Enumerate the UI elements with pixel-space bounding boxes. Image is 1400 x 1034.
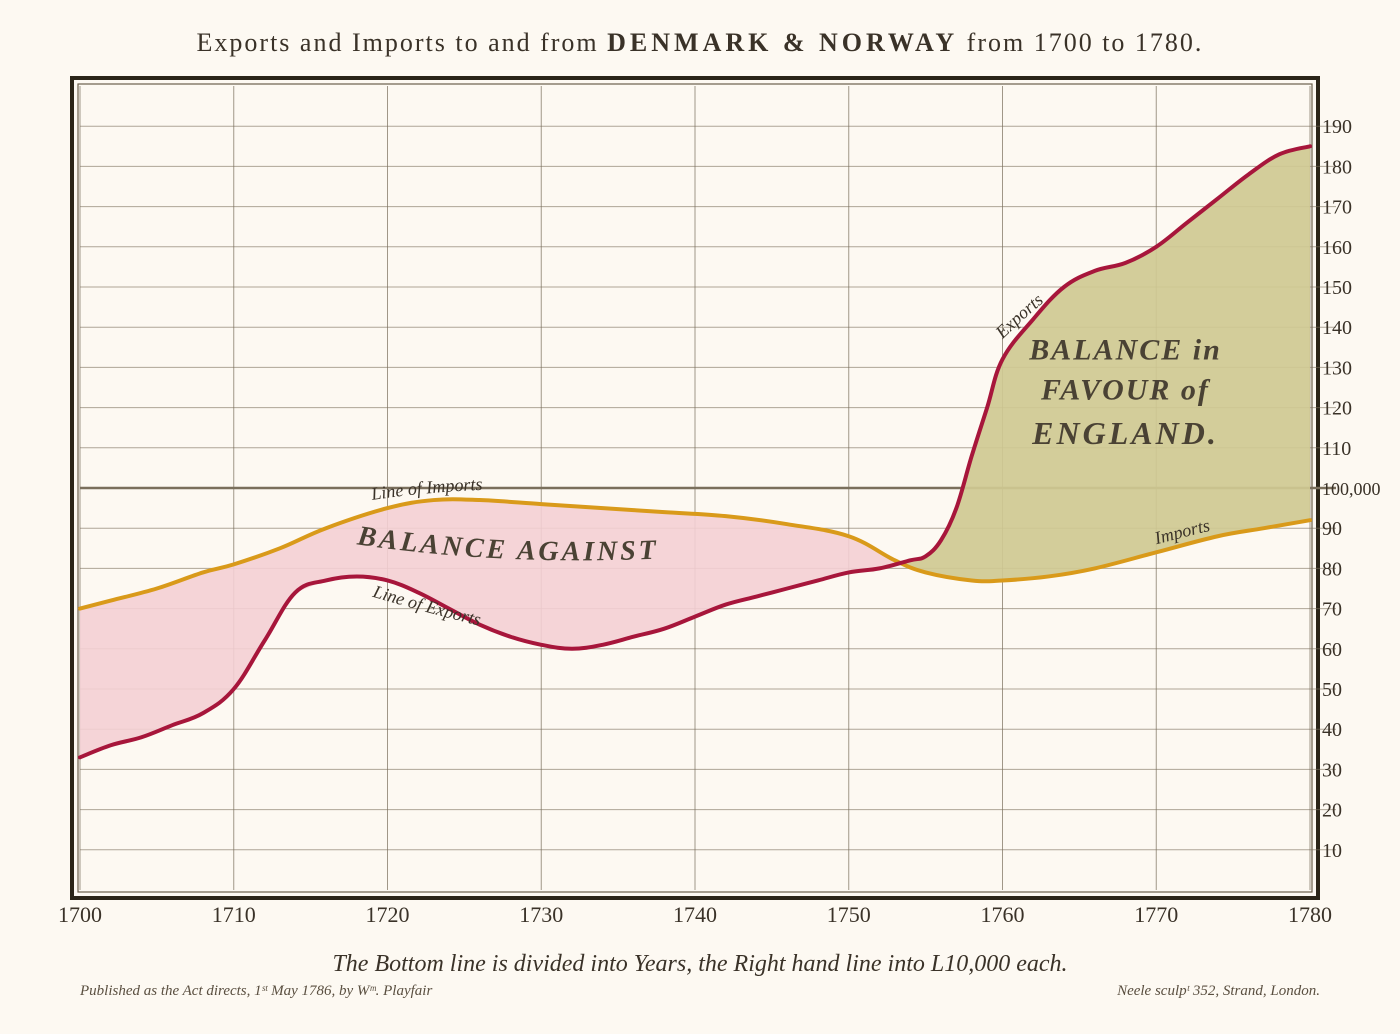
y-tick-label: 10 bbox=[1322, 840, 1342, 862]
y-tick-label: 50 bbox=[1322, 679, 1342, 701]
y-tick-label: 130 bbox=[1322, 357, 1352, 379]
y-tick-label: 120 bbox=[1322, 398, 1352, 420]
x-tick-label: 1780 bbox=[1288, 902, 1332, 927]
y-tick-label: 150 bbox=[1322, 277, 1352, 299]
y-tick-label: 110 bbox=[1322, 438, 1351, 460]
balance-favour-label: BALANCE in bbox=[1028, 333, 1222, 366]
x-tick-label: 1720 bbox=[366, 902, 410, 927]
y-tick-label: 170 bbox=[1322, 197, 1352, 219]
x-tick-label: 1750 bbox=[827, 902, 871, 927]
chart-subtitle: The Bottom line is divided into Years, t… bbox=[0, 951, 1400, 978]
balance-favour-label: ENGLAND. bbox=[1031, 415, 1219, 451]
y-tick-label: 20 bbox=[1322, 800, 1342, 822]
x-tick-label: 1740 bbox=[673, 902, 717, 927]
balance-favour-label: FAVOUR of bbox=[1040, 374, 1211, 407]
y-tick-label: 70 bbox=[1322, 599, 1342, 621]
trade-balance-chart: 1700 1710 1720 1730 1740 1750 1760 1770 1780 10 20… bbox=[0, 0, 1400, 1034]
y-tick-label: 140 bbox=[1322, 317, 1352, 339]
y-tick-label: 80 bbox=[1322, 558, 1342, 580]
x-tick-label: 1710 bbox=[212, 902, 256, 927]
y-tick-label: 100,000 bbox=[1322, 479, 1381, 499]
y-tick-label: 90 bbox=[1322, 518, 1342, 540]
y-tick-label: 160 bbox=[1322, 237, 1352, 259]
x-tick-label: 1770 bbox=[1134, 902, 1178, 927]
y-tick-label: 40 bbox=[1322, 719, 1342, 741]
y-tick-label: 30 bbox=[1322, 759, 1342, 781]
credit-left: Published as the Act directs, 1ˢᵗ May 17… bbox=[80, 983, 432, 1000]
x-tick-label: 1760 bbox=[981, 902, 1025, 927]
y-tick-label: 180 bbox=[1322, 156, 1352, 178]
x-tick-label: 1730 bbox=[519, 902, 563, 927]
x-tick-label: 1700 bbox=[58, 902, 102, 927]
y-tick-label: 60 bbox=[1322, 639, 1342, 661]
y-tick-label: 190 bbox=[1322, 116, 1352, 138]
credit-right: Neele sculpᵗ 352, Strand, London. bbox=[1117, 983, 1320, 1000]
